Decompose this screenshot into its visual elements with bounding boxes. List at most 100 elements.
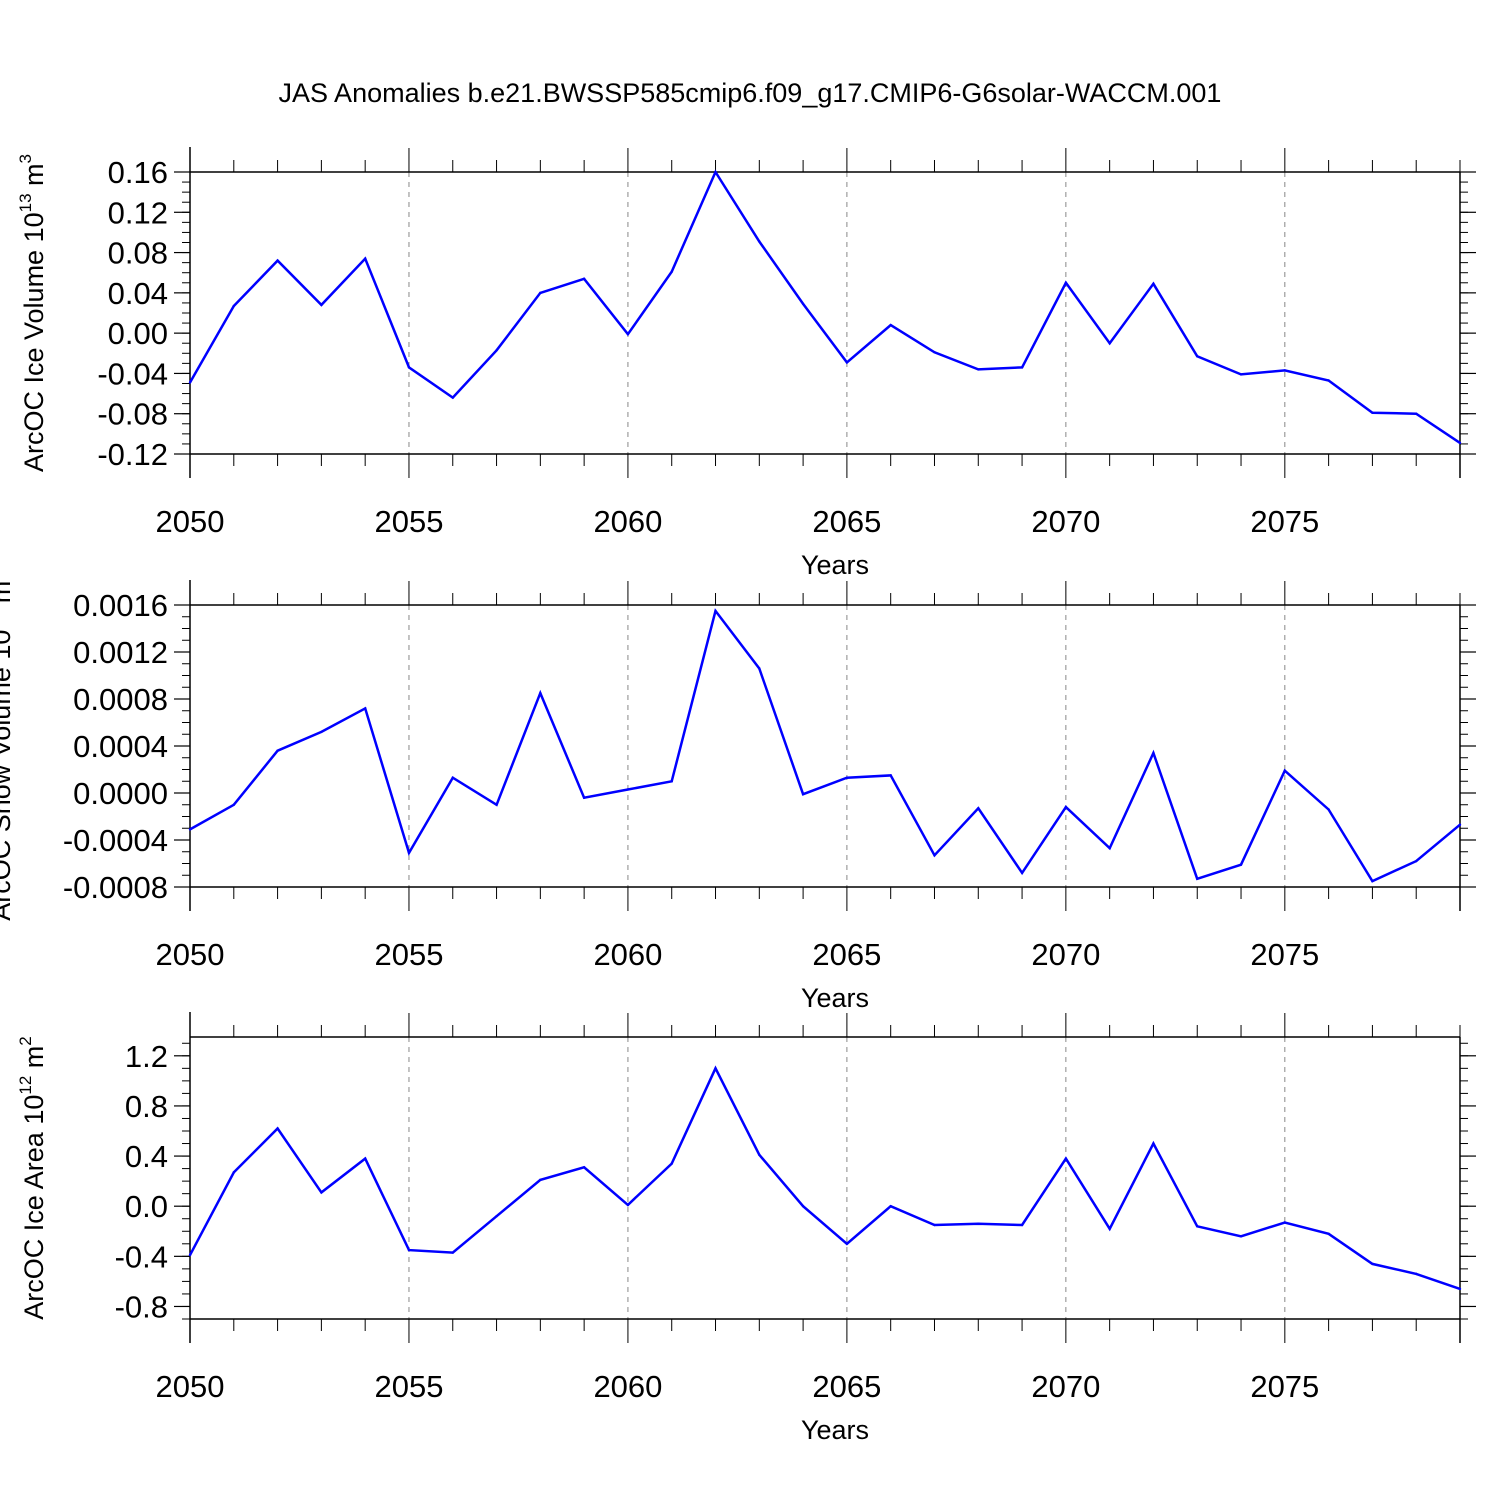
x-axis-label: Years bbox=[801, 983, 869, 1013]
x-tick-label: 2060 bbox=[593, 504, 662, 539]
y-tick-label: 0.08 bbox=[108, 236, 168, 271]
data-point bbox=[232, 803, 235, 806]
data-point bbox=[320, 1191, 323, 1194]
x-axis-label: Years bbox=[801, 1415, 869, 1445]
data-point bbox=[407, 366, 411, 369]
x-tick-label: 2065 bbox=[812, 504, 881, 539]
data-point bbox=[188, 1253, 192, 1257]
data-point bbox=[539, 691, 542, 695]
data-point bbox=[451, 396, 454, 399]
data-point bbox=[626, 332, 630, 336]
x-tick-label: 2050 bbox=[156, 504, 225, 539]
data-point bbox=[1108, 1227, 1111, 1230]
y-tick-label: -0.08 bbox=[97, 397, 168, 432]
data-point bbox=[933, 1223, 936, 1227]
series-line bbox=[188, 1065, 1461, 1291]
x-tick-label: 2055 bbox=[374, 504, 443, 539]
data-point bbox=[1064, 805, 1068, 809]
data-point bbox=[626, 1203, 630, 1207]
data-point bbox=[276, 749, 279, 752]
y-tick-label: 0.16 bbox=[108, 155, 168, 190]
data-point bbox=[451, 776, 454, 779]
data-point bbox=[889, 323, 892, 327]
data-point bbox=[714, 609, 717, 613]
data-point bbox=[801, 792, 805, 796]
y-tick-label: 0.0012 bbox=[73, 635, 168, 670]
data-point bbox=[1371, 411, 1374, 414]
data-point bbox=[276, 259, 279, 262]
y-tick-label: 0.0016 bbox=[73, 588, 168, 623]
x-tick-label: 2055 bbox=[374, 1369, 443, 1404]
data-point bbox=[1196, 1225, 1199, 1228]
data-point bbox=[1327, 808, 1330, 811]
y-tick-label: 0.0004 bbox=[73, 729, 168, 764]
y-tick-label: -0.8 bbox=[115, 1289, 168, 1324]
data-point bbox=[407, 1248, 411, 1252]
data-point bbox=[714, 1067, 717, 1070]
x-tick-label: 2070 bbox=[1031, 937, 1100, 972]
data-point bbox=[582, 796, 586, 799]
x-tick-label: 2060 bbox=[593, 937, 662, 972]
data-point bbox=[1458, 441, 1462, 445]
data-point bbox=[407, 851, 411, 855]
data-point bbox=[363, 257, 367, 260]
data-point bbox=[1108, 847, 1111, 850]
data-point bbox=[188, 828, 192, 831]
data-point bbox=[977, 1222, 980, 1225]
data-point bbox=[845, 776, 849, 779]
y-tick-label: -0.4 bbox=[115, 1239, 168, 1274]
data-point bbox=[1283, 1221, 1287, 1224]
data-point bbox=[1239, 863, 1243, 866]
data-point bbox=[1152, 751, 1155, 755]
data-point bbox=[758, 1153, 761, 1157]
data-point bbox=[1283, 369, 1287, 372]
data-point bbox=[1371, 1262, 1374, 1266]
y-tick-label: 0.8 bbox=[125, 1089, 168, 1124]
y-tick-label: -0.04 bbox=[97, 356, 168, 391]
series-line bbox=[188, 169, 1461, 444]
data-point bbox=[363, 1157, 367, 1160]
figure-title: JAS Anomalies b.e21.BWSSP585cmip6.f09_g1… bbox=[278, 78, 1222, 108]
data-point bbox=[845, 1242, 849, 1246]
x-tick-label: 2050 bbox=[156, 937, 225, 972]
data-point bbox=[1152, 282, 1155, 285]
x-tick-label: 2075 bbox=[1250, 1369, 1319, 1404]
x-axis-label: Years bbox=[801, 550, 869, 580]
data-point bbox=[933, 351, 936, 354]
data-point bbox=[1020, 1223, 1024, 1227]
data-point bbox=[1152, 1142, 1155, 1145]
x-tick-label: 2065 bbox=[812, 937, 881, 972]
y-tick-label: -0.12 bbox=[97, 437, 168, 472]
data-point bbox=[977, 807, 980, 810]
x-tick-label: 2065 bbox=[812, 1369, 881, 1404]
data-point bbox=[495, 803, 498, 806]
y-tick-label: 1.2 bbox=[125, 1039, 168, 1074]
data-point bbox=[1196, 355, 1199, 358]
data-point bbox=[1458, 823, 1462, 826]
data-point bbox=[1108, 342, 1111, 345]
data-point bbox=[1064, 1157, 1068, 1160]
data-point bbox=[1239, 1235, 1243, 1238]
data-point bbox=[232, 1171, 235, 1174]
data-point bbox=[582, 1166, 586, 1169]
y-tick-label: 0.04 bbox=[108, 276, 168, 311]
data-point bbox=[801, 1205, 805, 1208]
data-point bbox=[320, 303, 323, 307]
y-tick-label: -0.0008 bbox=[63, 870, 168, 905]
data-point bbox=[1327, 379, 1330, 382]
data-point bbox=[1239, 373, 1243, 376]
data-point bbox=[977, 368, 980, 371]
data-point bbox=[1064, 281, 1068, 284]
data-point bbox=[539, 1178, 542, 1182]
data-point bbox=[758, 667, 761, 670]
x-tick-label: 2055 bbox=[374, 937, 443, 972]
data-point bbox=[1196, 877, 1199, 880]
data-point bbox=[1283, 769, 1287, 772]
y-tick-label: 0.0000 bbox=[73, 776, 168, 811]
data-point bbox=[626, 788, 630, 791]
data-point bbox=[320, 730, 323, 734]
data-point bbox=[1415, 1272, 1418, 1276]
panel-1: 0.16 0.12 0.08 0.04 0.00 -0.04 -0.08 -0.12 2050 2… bbox=[16, 147, 1476, 580]
data-point bbox=[495, 349, 498, 352]
